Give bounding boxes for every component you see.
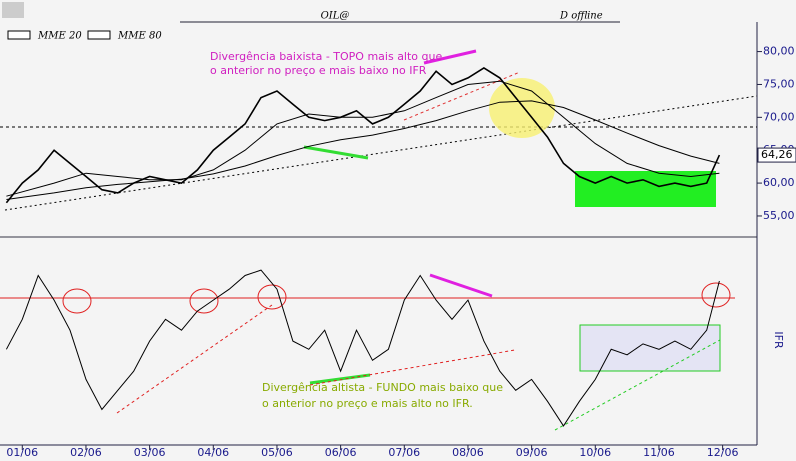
divergence-line: [429, 273, 493, 298]
range-box: [579, 324, 721, 372]
x-tick-label: 10/06: [579, 446, 611, 459]
trend-line: [309, 349, 516, 386]
legend-label: MME 20: [37, 31, 82, 42]
x-tick-label: 12/06: [707, 446, 739, 459]
status: D offline: [559, 11, 603, 22]
series-line: [6, 100, 720, 200]
marker-circle: [189, 288, 219, 314]
y-axis-label: IFR: [772, 331, 785, 349]
trend-line: [4, 95, 758, 211]
x-tick-label: 03/06: [134, 446, 166, 459]
legend-label: MME 80: [117, 31, 162, 42]
y-tick-label: 60,00: [763, 176, 795, 189]
x-tick-label: 08/06: [452, 446, 484, 459]
divergence-line: [303, 145, 369, 160]
annotation: o anterior no preço e mais alto no IFR.: [262, 397, 473, 410]
trend-line: [554, 339, 721, 431]
x-tick-label: 05/06: [261, 446, 293, 459]
divergence-line: [423, 49, 477, 65]
x-tick-label: 07/06: [388, 446, 420, 459]
y-tick-label: 55,00: [763, 209, 795, 222]
logo: [2, 2, 24, 18]
x-tick-label: 09/06: [516, 446, 548, 459]
y-tick-label: 75,00: [763, 77, 795, 90]
last-price-label: 64,26: [761, 148, 793, 161]
marker-circle: [257, 284, 287, 310]
marker-circle: [62, 288, 92, 314]
range-box: [575, 171, 716, 207]
last-price-box: [757, 147, 796, 163]
series-line: [6, 80, 720, 197]
x-tick-label: 04/06: [197, 446, 229, 459]
x-tick-label: 11/06: [643, 446, 675, 459]
x-tick-label: 02/06: [70, 446, 102, 459]
x-tick-label: 06/06: [325, 446, 357, 459]
annotation: Divergência altista - FUNDO mais baixo q…: [262, 381, 503, 394]
y-tick-label: 80,00: [763, 45, 795, 58]
highlight-circle: [489, 78, 555, 138]
legend-swatch: [87, 30, 111, 40]
trend-line: [116, 304, 273, 414]
x-tick-label: 01/06: [6, 446, 38, 459]
legend-swatch: [7, 30, 31, 40]
y-tick-label: 70,00: [763, 110, 795, 123]
annotation: o anterior no preço e mais baixo no IFR: [210, 64, 427, 77]
series-line: [5, 269, 720, 427]
chart-title: OIL@: [321, 11, 350, 22]
marker-circle: [701, 282, 731, 308]
annotation: Divergência baixista - TOPO mais alto qu…: [210, 50, 442, 63]
